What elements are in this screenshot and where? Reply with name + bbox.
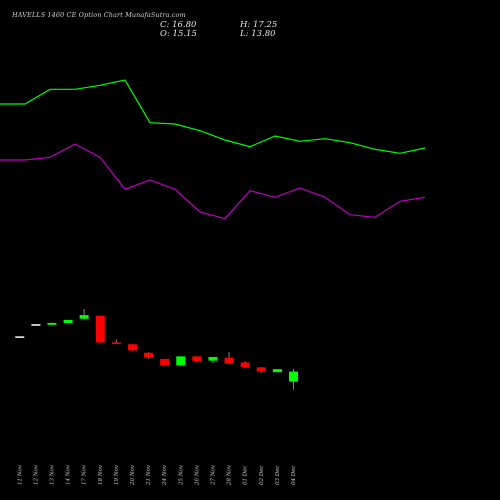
x-tick-label: 21 Nov: [146, 464, 152, 486]
open-value: O: 15.15: [160, 29, 197, 39]
candle: [192, 356, 202, 363]
close-value: C: 16.80: [160, 20, 197, 30]
candle-body: [208, 357, 218, 361]
candle-body: [176, 356, 186, 366]
x-tick-label: 19 Nov: [114, 464, 120, 485]
candle: [31, 324, 41, 326]
candle-body: [288, 371, 298, 382]
candle-body: [15, 336, 25, 338]
candle-body: [127, 344, 137, 351]
candle: [256, 367, 266, 373]
candle: [95, 315, 105, 344]
candle: [176, 356, 186, 366]
candle-body: [160, 358, 170, 366]
x-tick-label: 24 Nov: [162, 464, 168, 486]
x-tick-label: 13 Nov: [49, 464, 55, 485]
candle-body: [47, 323, 57, 325]
x-tick-label: 17 Nov: [82, 464, 88, 485]
high-value: H: 17.25: [240, 20, 278, 30]
candle-body: [240, 362, 250, 368]
indicator-lines: [0, 79, 426, 220]
candle: [288, 368, 298, 390]
x-tick-label: 25 Nov: [178, 464, 184, 486]
x-tick-label: 20 Nov: [130, 464, 136, 486]
candle-body: [192, 356, 202, 362]
x-tick-label: 14 Nov: [66, 464, 72, 485]
candle-body: [224, 357, 234, 364]
low-value: L: 13.80: [240, 29, 276, 39]
candle: [144, 352, 154, 359]
candle: [272, 369, 282, 373]
candle-body: [256, 367, 266, 372]
candle: [240, 361, 250, 368]
upper-indicator-line: [0, 79, 426, 154]
lower-indicator-line: [0, 143, 426, 220]
x-tick-label: 03 Dec: [275, 466, 281, 486]
x-tick-label: 12 Nov: [33, 464, 39, 485]
x-tick-label: 11 Nov: [17, 464, 23, 485]
candle-body: [95, 315, 105, 343]
x-tick-label: 02 Dec: [259, 466, 265, 486]
candle: [127, 344, 137, 351]
x-tick-label: 18 Nov: [98, 464, 104, 485]
x-axis: 11 Nov 12 Nov 13 Nov 14 Nov 17 Nov 18 Nov 19 N…: [17, 464, 297, 486]
candle-body: [79, 315, 89, 319]
candle-body: [111, 342, 121, 344]
x-tick-label: 26 Nov: [194, 464, 200, 486]
candle: [208, 357, 218, 364]
x-tick-label: 28 Nov: [227, 464, 233, 486]
chart-title: HAVELLS 1460 CE Option Chart MunafaSutra…: [12, 11, 186, 19]
candle: [47, 322, 57, 325]
candle: [15, 336, 25, 338]
candle-body: [144, 352, 154, 358]
x-tick-label: 01 Dec: [243, 466, 249, 486]
candle-body: [272, 369, 282, 373]
x-tick-label: 04 Dec: [291, 466, 297, 486]
candle-body: [63, 319, 73, 323]
candle: [160, 358, 170, 366]
candle: [63, 319, 73, 323]
x-tick-label: 27 Nov: [210, 464, 216, 486]
candle-body: [31, 324, 41, 326]
candle: [224, 352, 234, 364]
candles: [15, 309, 298, 390]
candle: [79, 309, 89, 319]
candle: [111, 339, 121, 345]
